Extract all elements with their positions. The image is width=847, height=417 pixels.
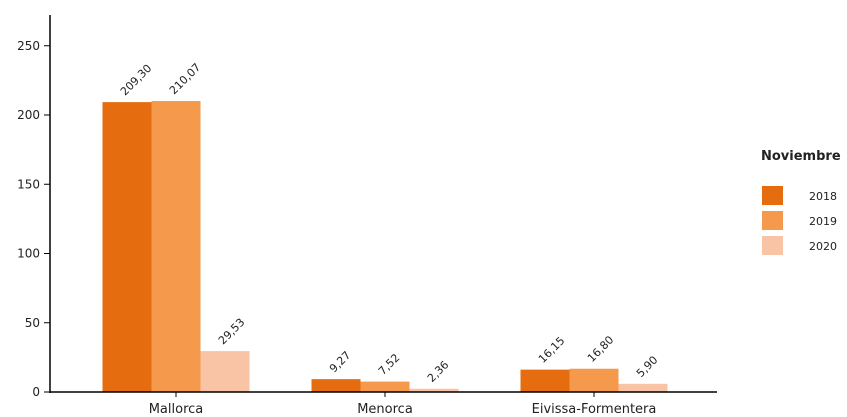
y-tick-label: 250 bbox=[17, 39, 40, 53]
bar bbox=[569, 368, 619, 392]
y-tick-label: 0 bbox=[32, 385, 40, 399]
legend-label: 2019 bbox=[809, 215, 837, 228]
data-label: 9,27 bbox=[327, 349, 354, 376]
x-axis: Mallorca Menorca Eivissa-Formentera bbox=[50, 391, 717, 417]
bar bbox=[618, 383, 668, 392]
legend-swatch bbox=[762, 211, 783, 230]
y-tick-label: 50 bbox=[25, 316, 40, 330]
legend-title: Noviembre bbox=[761, 149, 841, 164]
bar bbox=[409, 388, 459, 392]
bar bbox=[520, 369, 570, 392]
bar bbox=[151, 101, 201, 393]
y-tick-label: 150 bbox=[17, 177, 40, 191]
y-tick-label: 200 bbox=[17, 108, 40, 122]
bar bbox=[360, 381, 410, 392]
data-label: 210,07 bbox=[167, 61, 203, 97]
legend-swatch bbox=[762, 236, 783, 255]
legend-swatch bbox=[762, 186, 783, 205]
bar bbox=[311, 379, 361, 392]
data-label: 5,90 bbox=[634, 353, 661, 380]
x-category-label: Eivissa-Formentera bbox=[532, 402, 657, 417]
x-category-label: Menorca bbox=[357, 402, 413, 417]
x-category-label: Mallorca bbox=[149, 402, 204, 417]
data-label: 29,53 bbox=[216, 316, 247, 347]
data-label: 16,15 bbox=[536, 334, 567, 365]
legend-label: 2018 bbox=[809, 190, 837, 203]
legend: Noviembre 2018 2019 2020 bbox=[761, 149, 841, 255]
legend-label: 2020 bbox=[809, 240, 837, 253]
data-label: 7,52 bbox=[376, 351, 403, 378]
bar bbox=[102, 102, 152, 392]
bar bbox=[200, 351, 250, 392]
y-tick-label: 100 bbox=[17, 247, 40, 261]
bars bbox=[102, 101, 668, 393]
data-label: 2,36 bbox=[425, 358, 452, 385]
y-axis: 0 50 100 150 200 250 bbox=[17, 15, 51, 399]
data-label: 209,30 bbox=[118, 62, 154, 98]
data-label: 16,80 bbox=[585, 333, 616, 364]
